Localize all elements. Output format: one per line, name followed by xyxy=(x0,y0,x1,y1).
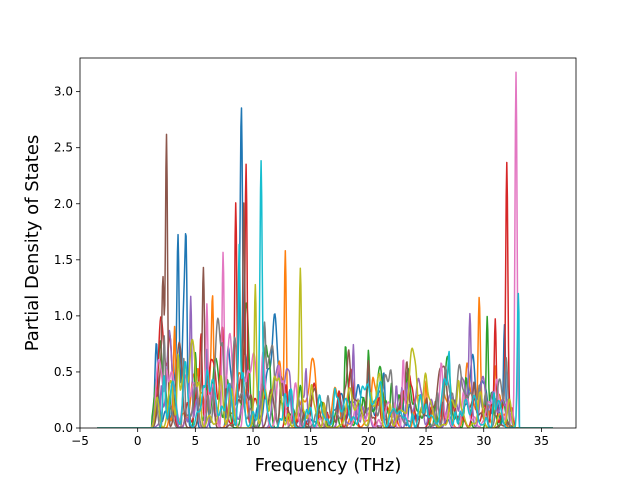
x-tick-label: 5 xyxy=(192,434,200,448)
y-tick-label: 2.0 xyxy=(54,197,73,211)
x-tick-label: 15 xyxy=(303,434,318,448)
x-tick-label: 0 xyxy=(134,434,142,448)
pdos-series-line-10 xyxy=(97,159,554,428)
y-tick-label: 1.5 xyxy=(54,253,73,267)
x-tick-label: 30 xyxy=(476,434,491,448)
x-tick-label: 20 xyxy=(361,434,376,448)
x-tick-label: 25 xyxy=(418,434,433,448)
pdos-series-line-8 xyxy=(97,317,554,428)
x-axis-ticks: −5 0 5 10 15 20 25 30 35 xyxy=(71,428,549,448)
x-tick-label: 10 xyxy=(245,434,260,448)
y-tick-label: 0.5 xyxy=(54,365,73,379)
x-axis-label: Frequency (THz) xyxy=(255,455,402,476)
pdos-series-line-9 xyxy=(97,267,554,428)
axes-frame xyxy=(79,57,577,429)
y-tick-label: 0.0 xyxy=(54,421,73,435)
x-tick-label: −5 xyxy=(71,434,89,448)
x-tick-label: 35 xyxy=(534,434,549,448)
y-tick-label: 2.5 xyxy=(54,141,73,155)
y-tick-label: 1.0 xyxy=(54,309,73,323)
y-axis-label: Partial Density of States xyxy=(22,135,43,352)
y-axis-ticks: 0.0 0.5 1.0 1.5 2.0 2.5 3.0 xyxy=(54,85,80,435)
series-layer xyxy=(97,71,554,428)
y-tick-label: 3.0 xyxy=(54,85,73,99)
